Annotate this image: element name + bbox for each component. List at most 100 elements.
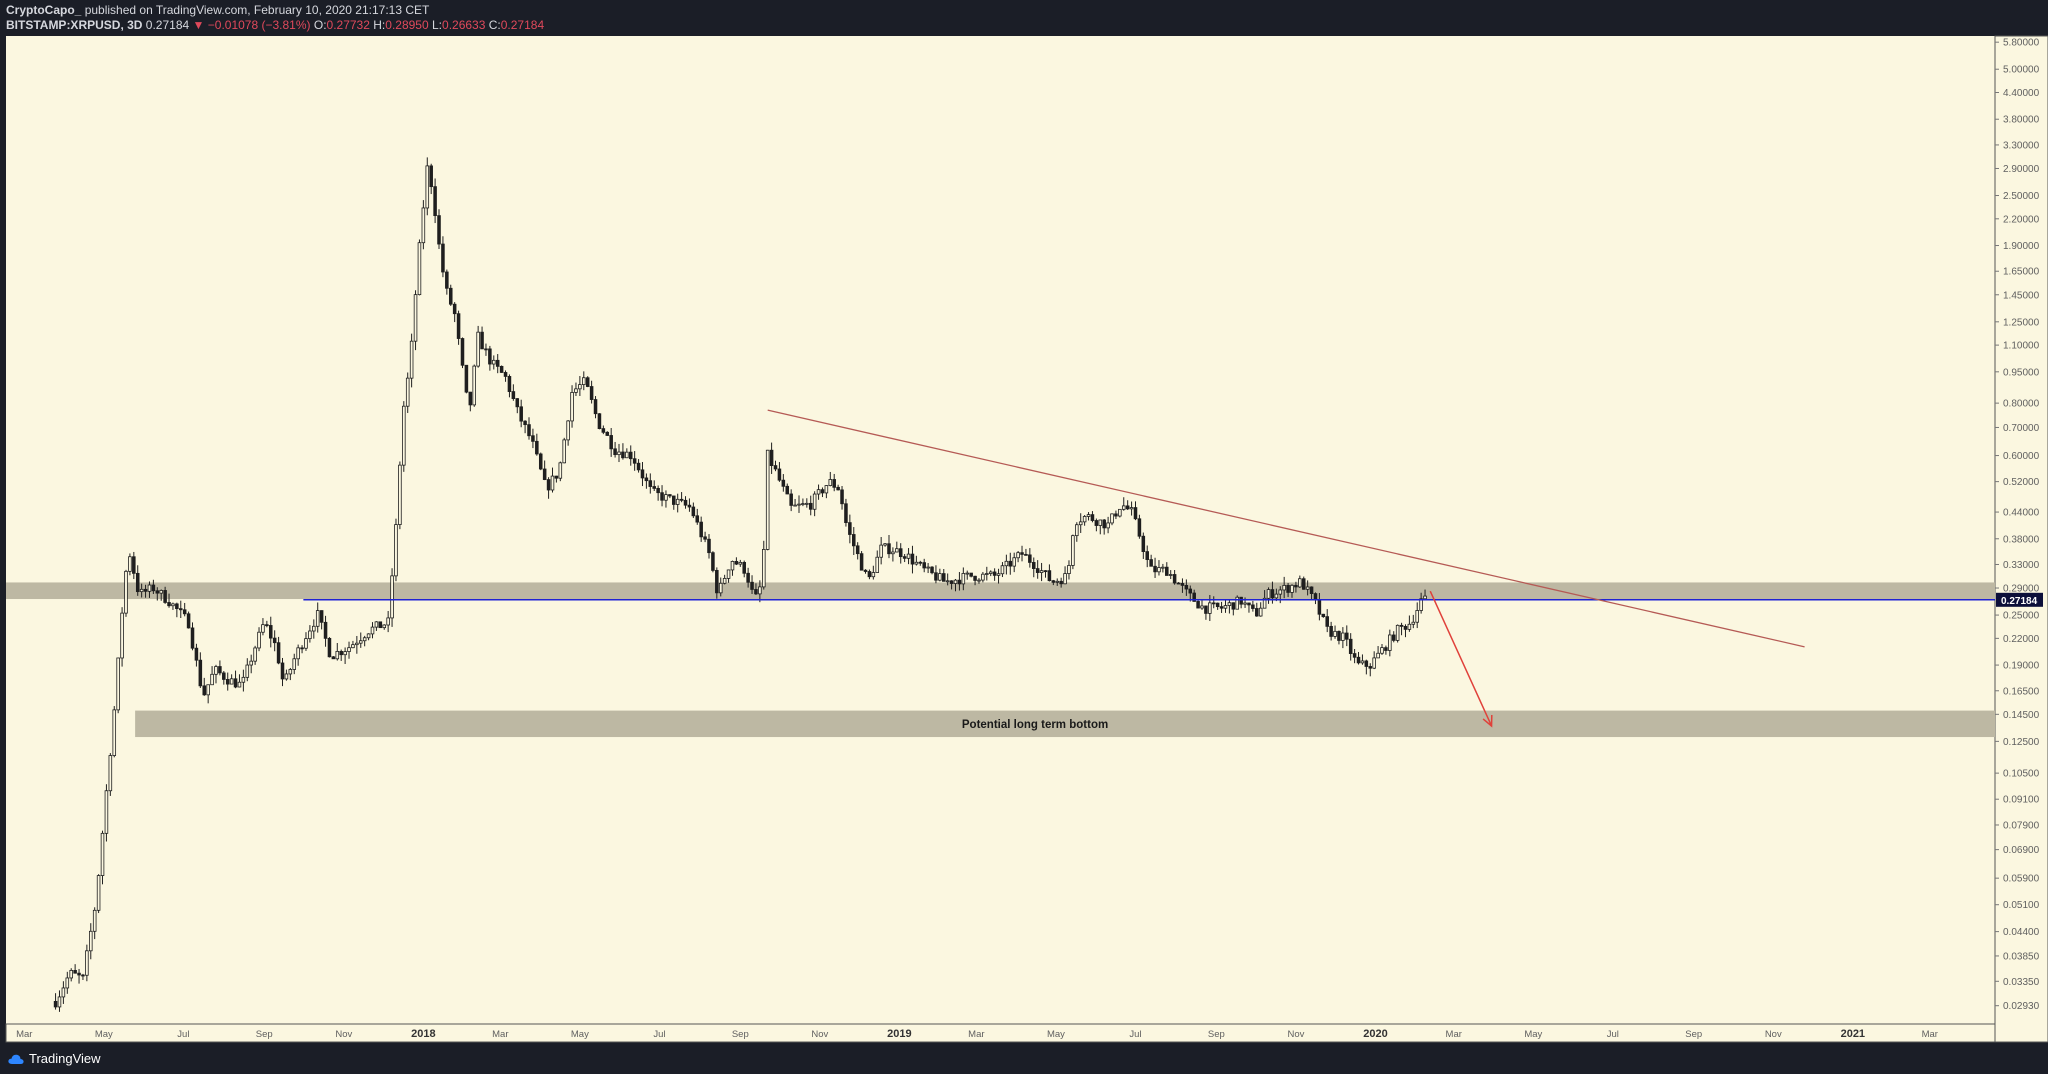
candle-body [687,504,692,508]
price-tick-label: 0.12500 [2003,737,2040,748]
candle-body [1251,604,1255,609]
price-tick-label: 2.20000 [2003,214,2040,225]
candle-body [1270,589,1275,599]
candle-body [1219,606,1224,609]
candle-body [988,571,993,574]
candle-body [241,676,246,683]
low-label: L: [432,18,443,32]
candle-body [1211,602,1216,605]
candle-body [1368,666,1373,669]
candle-body [726,569,731,579]
candle-body [981,573,985,581]
candle-body [81,974,85,977]
candle-body [143,588,148,592]
candle-body [280,662,285,680]
candle-body [206,684,210,696]
price-tick-label: 0.03850 [2003,951,2040,962]
candle-body [222,672,226,680]
time-tick-label: 2020 [1363,1028,1387,1040]
plot-area[interactable] [6,36,1995,1042]
candle-body [268,625,273,639]
candle-body [1188,588,1193,594]
candle-body [938,573,942,581]
candle-body [167,602,171,607]
candle-body [558,462,563,479]
price-tick-label: 5.80000 [2003,38,2040,49]
price-axis[interactable] [1994,35,2048,1043]
candle-body [358,640,363,644]
candle-body [245,664,250,678]
candle-body [511,391,516,399]
price-tick-label: 3.30000 [2003,140,2040,151]
candle-body [887,543,891,555]
time-tick-label: 2019 [887,1028,911,1040]
candle-body [237,681,242,688]
last-price-tag-text: 0.27184 [2001,596,2038,607]
candle-body [347,647,351,652]
candle-body [1204,605,1208,614]
candle-body [1043,570,1048,573]
candle-body [1047,570,1052,582]
candle-body [898,548,903,558]
candle-body [1165,566,1169,576]
tradingview-cloud-icon [8,1054,24,1064]
candle-body [867,571,872,578]
candle-body [679,498,684,501]
time-tick-label: Nov [1765,1029,1782,1040]
candle-body [96,875,101,911]
candle-body [996,573,1001,576]
candle-body [554,475,559,479]
candle-body [546,479,551,491]
candle-body [691,506,696,517]
time-axis[interactable] [5,1023,1996,1043]
candle-body [135,572,140,593]
candle-body [398,464,402,525]
author-name[interactable]: CryptoCapo_ [6,3,82,17]
time-tick-label: May [95,1029,113,1040]
brand-name: TradingView [29,1051,101,1066]
candle-body [812,493,817,510]
time-tick-label: Mar [492,1029,508,1040]
price-tick-label: 0.38000 [2003,534,2040,545]
price-tick-label: 1.45000 [2003,290,2040,301]
candle-body [910,553,915,565]
candle-body [660,492,664,501]
candle-body [781,479,786,487]
candle-body [323,621,328,639]
candle-body [613,448,617,456]
candle-body [961,573,966,585]
price-tick-label: 2.90000 [2003,164,2040,175]
candle-body [1086,514,1091,517]
candle-body [1388,634,1392,651]
candle-body [1114,513,1118,517]
candle-body [711,552,715,571]
candle-body [750,581,754,590]
candle-body [1208,602,1212,614]
price-tick-label: 0.29000 [2003,584,2040,595]
candle-body [405,377,410,407]
candle-body [562,439,566,464]
candle-body [734,561,739,565]
candle-body [1102,519,1106,529]
candle-body [801,503,805,506]
candle-body [53,1000,58,1008]
time-tick-label: Jul [177,1029,189,1040]
candle-body [957,579,962,585]
candle-body [855,545,860,555]
candle-body [355,642,359,646]
candle-body [883,543,887,546]
candle-body [225,679,230,685]
candle-body [175,603,179,610]
candle-body [382,624,387,629]
candle-body [1172,574,1177,584]
candle-body [656,487,660,494]
candle-body [789,493,793,506]
candle-body [120,612,124,659]
candle-body [918,561,923,564]
candle-body [1423,595,1427,600]
candle-body [628,451,633,460]
tradingview-logo[interactable]: TradingView [8,1051,101,1066]
candle-body [848,522,852,535]
candle-body [73,970,77,974]
